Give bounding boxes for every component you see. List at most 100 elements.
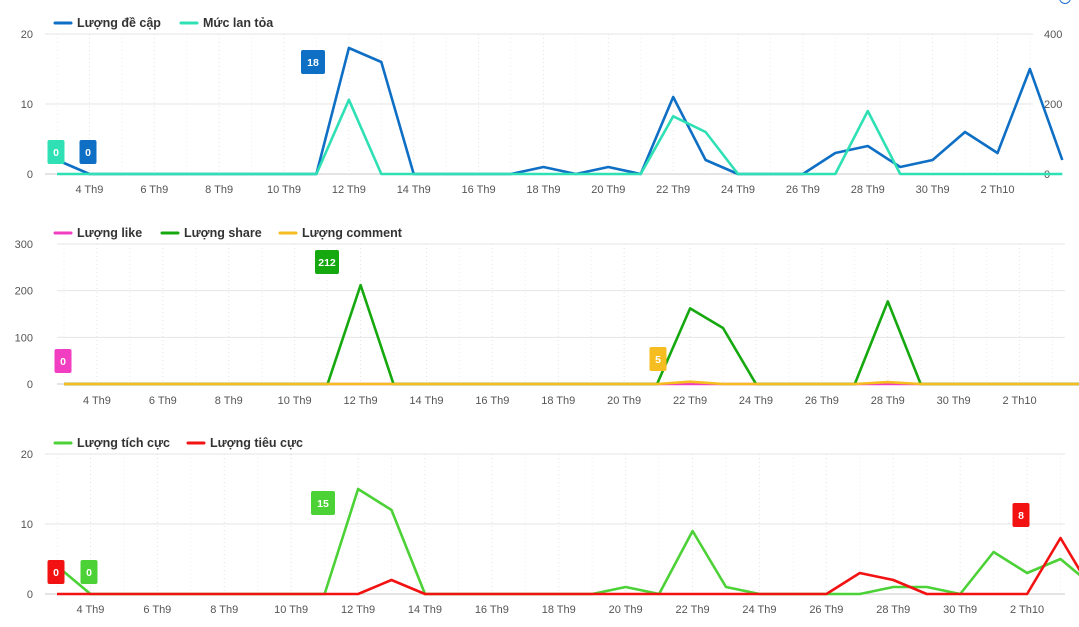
- legend-item-1[interactable]: Lượng like: [53, 226, 142, 240]
- legend-label: Lượng share: [184, 226, 262, 240]
- legend-label: Lượng comment: [302, 226, 403, 240]
- x-tick-label: 24 Th9: [742, 604, 776, 616]
- x-tick-label: 30 Th9: [916, 184, 950, 196]
- data-label: 8: [1012, 503, 1030, 527]
- legend-item-3[interactable]: Lượng comment: [278, 226, 403, 240]
- y-tick-label: 10: [21, 99, 33, 111]
- y-tick-label: 0: [27, 589, 33, 601]
- data-label-text: 0: [53, 147, 59, 159]
- x-tick-label: 30 Th9: [943, 604, 977, 616]
- data-label-text: 0: [85, 147, 91, 159]
- data-label: 0: [47, 140, 65, 164]
- chart-panel-3: 0 10 20 4 Th9 6 Th9 8 Th9 10 Th9 12 Th9 14 Th9 16…: [21, 436, 1079, 616]
- data-label-bg: [47, 560, 65, 584]
- legend-item-1[interactable]: Lượng đề cập: [53, 16, 161, 30]
- x-tick-label: 18 Th9: [542, 604, 576, 616]
- data-label-bg: [54, 349, 72, 373]
- data-label-text: 0: [86, 567, 92, 579]
- y-tick-label: 0: [27, 169, 33, 181]
- data-label: 0: [79, 140, 97, 164]
- x-tick-label: 6 Th9: [149, 395, 177, 407]
- y-right-tick-label: 400: [1044, 29, 1062, 41]
- data-label-bg: [1012, 503, 1030, 527]
- legend-label: Mức lan tỏa: [203, 16, 274, 30]
- x-tick-label: 16 Th9: [475, 604, 509, 616]
- data-label: 0: [54, 349, 72, 373]
- legend-label: Lượng đề cập: [77, 16, 161, 30]
- legend-item-2[interactable]: Lượng share: [160, 226, 262, 240]
- x-tick-label: 26 Th9: [786, 184, 820, 196]
- x-tick-label: 12 Th9: [341, 604, 375, 616]
- y-tick-label: 10: [21, 519, 33, 531]
- y-tick-label: 200: [15, 286, 33, 298]
- x-tick-label: 2 Th10: [1010, 604, 1044, 616]
- data-label-text: 18: [307, 57, 319, 69]
- x-tick-label: 28 Th9: [871, 395, 905, 407]
- x-tick-label: 6 Th9: [140, 184, 168, 196]
- x-tick-label: 14 Th9: [408, 604, 442, 616]
- data-label-bg: [315, 250, 339, 274]
- x-tick-label: 30 Th9: [937, 395, 971, 407]
- series-line-2: [57, 98, 1063, 176]
- y-tick-label: 20: [21, 449, 33, 461]
- x-tick-label: 26 Th9: [805, 395, 839, 407]
- x-tick-label: 4 Th9: [76, 604, 104, 616]
- x-tick-label: 16 Th9: [462, 184, 496, 196]
- legend-item-1[interactable]: Lượng tích cực: [53, 436, 170, 450]
- y-tick-label: 300: [15, 239, 33, 251]
- x-tick-label: 18 Th9: [526, 184, 560, 196]
- x-tick-label: 2 Th10: [1003, 395, 1037, 407]
- x-tick-label: 20 Th9: [609, 604, 643, 616]
- x-tick-label: 14 Th9: [397, 184, 431, 196]
- x-tick-label: 10 Th9: [274, 604, 308, 616]
- data-label: 18: [301, 50, 325, 74]
- x-tick-label: 8 Th9: [215, 395, 243, 407]
- legend-label: Lượng tích cực: [77, 436, 170, 450]
- data-label-bg: [79, 140, 97, 164]
- x-tick-label: 10 Th9: [278, 395, 312, 407]
- data-label-bg: [301, 50, 325, 74]
- data-label-bg: [47, 140, 65, 164]
- data-label-bg: [649, 347, 667, 371]
- x-tick-label: 6 Th9: [143, 604, 171, 616]
- x-tick-label: 18 Th9: [541, 395, 575, 407]
- series-line-2: [57, 536, 1079, 596]
- x-tick-label: 20 Th9: [607, 395, 641, 407]
- x-tick-label: 4 Th9: [75, 184, 103, 196]
- legend-label: Lượng tiêu cực: [210, 436, 303, 450]
- x-tick-label: 14 Th9: [409, 395, 443, 407]
- legend-item-2[interactable]: Mức lan tỏa: [179, 16, 274, 30]
- data-label: 15: [311, 491, 335, 515]
- legend-item-2[interactable]: Lượng tiêu cực: [186, 436, 303, 450]
- data-label-text: 0: [53, 567, 59, 579]
- x-tick-label: 28 Th9: [851, 184, 885, 196]
- data-label-text: 0: [60, 356, 66, 368]
- data-label-text: 8: [1018, 510, 1024, 522]
- x-tick-label: 20 Th9: [591, 184, 625, 196]
- series-line-1: [56, 46, 1064, 176]
- series-line-2: [64, 283, 1079, 386]
- x-tick-label: 4 Th9: [83, 395, 111, 407]
- x-tick-label: 28 Th9: [876, 604, 910, 616]
- data-label: 5: [649, 347, 667, 371]
- series-line-3: [64, 380, 1079, 386]
- data-label-text: 5: [655, 354, 661, 366]
- data-label: 212: [315, 250, 339, 274]
- x-tick-label: 2 Th10: [980, 184, 1014, 196]
- x-tick-label: 24 Th9: [739, 395, 773, 407]
- x-tick-label: 22 Th9: [656, 184, 690, 196]
- x-tick-label: 8 Th9: [210, 604, 238, 616]
- y-tick-label: 20: [21, 29, 33, 41]
- x-tick-label: 10 Th9: [267, 184, 301, 196]
- x-tick-label: 8 Th9: [205, 184, 233, 196]
- x-tick-label: 22 Th9: [673, 395, 707, 407]
- y-right-tick-label: 200: [1044, 99, 1062, 111]
- y-tick-label: 100: [15, 332, 33, 344]
- data-label-text: 15: [317, 498, 329, 510]
- data-label: 0: [80, 560, 98, 584]
- x-tick-label: 22 Th9: [676, 604, 710, 616]
- x-tick-label: 24 Th9: [721, 184, 755, 196]
- data-label-text: 212: [318, 257, 336, 269]
